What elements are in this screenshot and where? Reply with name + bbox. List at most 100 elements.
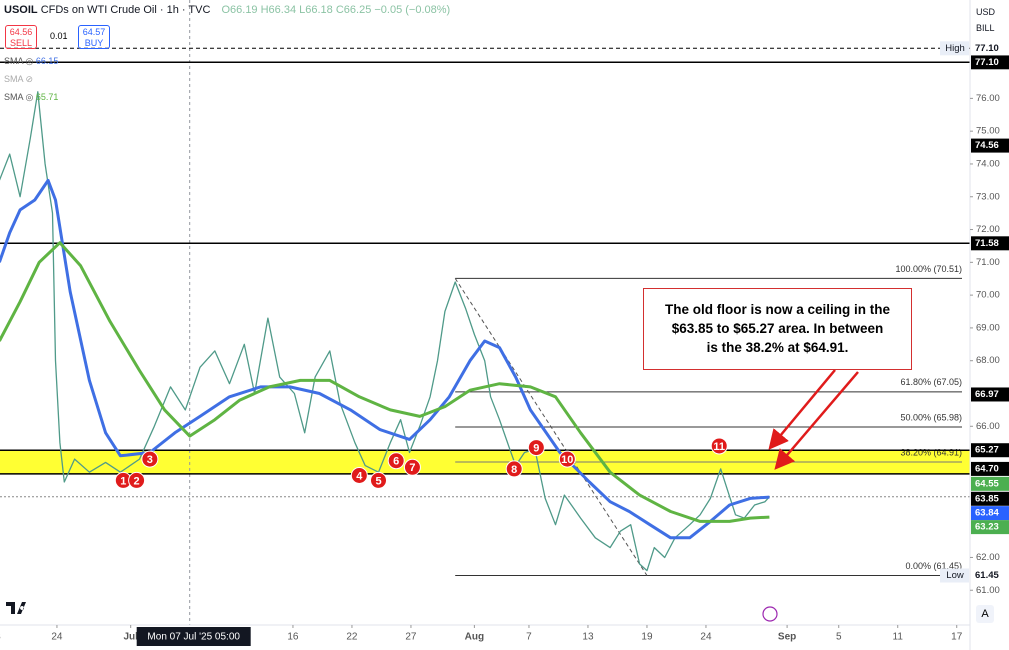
y-tick-label: 74.00 xyxy=(976,158,1000,169)
note-label: High xyxy=(945,43,965,54)
marker: 6 xyxy=(387,452,405,470)
currency[interactable]: USD BILL xyxy=(976,7,995,33)
price-tag-label: 64.55 xyxy=(975,478,999,489)
x-tick-label: 13 xyxy=(582,632,594,643)
marker-label: 3 xyxy=(147,454,153,466)
auto-scale-button[interactable]: A xyxy=(976,605,994,623)
price-tag-label: 74.56 xyxy=(975,140,999,151)
y-tick-label: 61.00 xyxy=(976,585,1000,596)
crosshair-label: Mon 07 Jul '25 05:00 xyxy=(147,632,240,643)
price-tag xyxy=(971,476,1009,491)
marker-dot xyxy=(350,466,368,484)
ohlc: O66.19 H66.34 L66.18 C66.25 −0.05 (−0.08… xyxy=(221,4,451,16)
annotation-line: is the 38.2% at $64.91. xyxy=(706,340,849,355)
marker-label: 7 xyxy=(409,462,415,474)
fib-label: 38.20% (64.91) xyxy=(900,447,962,457)
note-tag xyxy=(940,568,969,583)
y-tick-label: 68.00 xyxy=(976,355,1000,366)
price-tag-label: 61.45 xyxy=(975,570,999,581)
price-tag-label: 64.70 xyxy=(975,463,999,474)
symbol: USOIL xyxy=(4,4,38,16)
indicator: SMA ⊘ xyxy=(4,74,34,84)
y-tick-label: 76.00 xyxy=(976,93,1000,104)
note-label: Low xyxy=(946,570,964,581)
x-tick-label: 22 xyxy=(346,632,358,643)
event-icon xyxy=(762,606,778,622)
y-tick-label: 70.00 xyxy=(976,290,1000,301)
marker-label: 10 xyxy=(561,454,573,466)
x-tick-label: 5 xyxy=(836,632,842,643)
marker: 9 xyxy=(527,439,545,457)
indicator-value: 66.15 xyxy=(35,56,59,66)
price-tag xyxy=(971,443,1009,458)
y-tick-label: 73.00 xyxy=(976,191,1000,202)
x-tick-label: Aug xyxy=(465,632,484,643)
marker-label: 11 xyxy=(713,441,725,453)
marker-dot xyxy=(527,439,545,457)
price-tag xyxy=(971,387,1009,402)
moving-average xyxy=(0,178,770,540)
price-tag xyxy=(971,520,1009,535)
annotation-box: The old floor is now a ceiling in the $6… xyxy=(643,288,912,370)
buy-button[interactable]: 64.57 BUY xyxy=(78,25,110,49)
marker-label: 1 xyxy=(120,475,126,487)
sell-button[interactable]: 64.56 SELL xyxy=(5,25,37,49)
price-tag xyxy=(971,55,1009,70)
y-tick-label: 71.00 xyxy=(976,257,1000,268)
price-tag-label: 63.84 xyxy=(975,508,999,519)
price-tag-label: 71.58 xyxy=(975,238,999,249)
price-tag-label: 77.10 xyxy=(975,43,999,54)
indicator: SMA ◎ 66.15 xyxy=(4,56,59,66)
indicator: SMA ◎ 65.71 xyxy=(4,92,59,102)
currency-sub: BILL xyxy=(976,23,995,33)
marker: 2 xyxy=(128,471,146,489)
sell-label: SELL xyxy=(9,38,33,48)
price-tag xyxy=(971,41,1009,56)
x-tick-label: 16 xyxy=(287,632,299,643)
x-tick-label: 27 xyxy=(405,632,417,643)
marker-dot xyxy=(505,460,523,478)
marker-label: 9 xyxy=(533,443,539,455)
price-tag xyxy=(971,491,1009,506)
indicator-value: 65.71 xyxy=(35,92,59,102)
price-tag xyxy=(971,461,1009,476)
title: CFDs on WTI Crude Oil · 1h · TVC xyxy=(40,4,211,16)
price-tag xyxy=(971,568,1009,583)
crosshair-tag xyxy=(136,627,251,646)
price-tag-label: 63.23 xyxy=(975,522,999,533)
marker-label: 6 xyxy=(393,456,399,468)
fib-label: 100.00% (70.51) xyxy=(895,264,962,274)
marker: 10 xyxy=(558,450,576,468)
marker-dot xyxy=(370,471,388,489)
y-tick-label: 62.00 xyxy=(976,552,1000,563)
y-tick-label: 66.00 xyxy=(976,421,1000,432)
price-tag xyxy=(971,138,1009,153)
note-tag xyxy=(940,41,969,56)
price-tag-label: 65.27 xyxy=(975,445,999,456)
indicator-name: SMA xyxy=(4,56,24,66)
marker: 7 xyxy=(403,458,421,476)
buy-price: 64.57 xyxy=(82,27,106,37)
x-tick-label: 24 xyxy=(700,632,712,643)
marker-dot xyxy=(403,458,421,476)
x-tick-label: 19 xyxy=(641,632,653,643)
y-tick-label: 69.00 xyxy=(976,322,1000,333)
buy-label: BUY xyxy=(84,38,104,48)
logo xyxy=(6,602,26,614)
marker-dot xyxy=(710,437,728,455)
marker-dot xyxy=(128,471,146,489)
indicator-name: SMA xyxy=(4,92,24,102)
moving-average xyxy=(0,241,770,523)
x-tick-label: 17 xyxy=(951,632,963,643)
price-tag-label: 63.85 xyxy=(975,493,999,504)
marker: 11 xyxy=(710,437,728,455)
fib-label: 61.80% (67.05) xyxy=(900,377,962,387)
arrow xyxy=(774,371,859,470)
spread: 0.01 xyxy=(50,31,68,41)
marker: 8 xyxy=(505,460,523,478)
marker-label: 5 xyxy=(375,475,381,487)
x-tick-label: 7 xyxy=(526,632,532,643)
x-tick-label: 11 xyxy=(893,632,904,643)
